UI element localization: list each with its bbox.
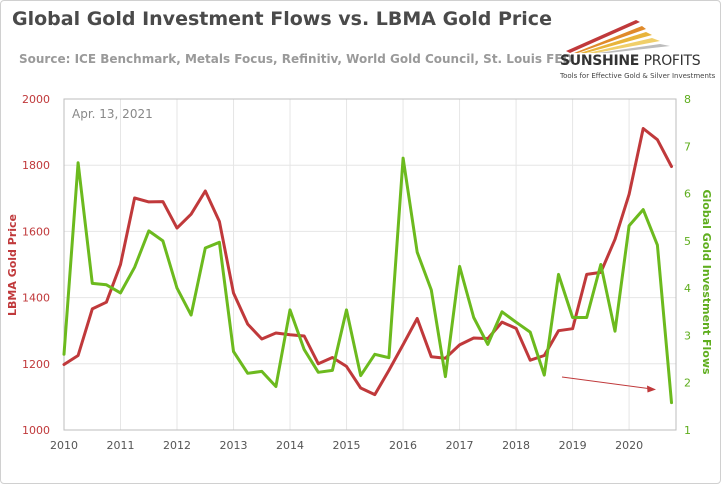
x-tick-label: 2014 [276, 439, 304, 452]
logo-tagline: Tools for Effective Gold & Silver Invest… [560, 72, 716, 80]
investment-flows-line [62, 156, 673, 405]
y-right-tick-label: 8 [684, 93, 691, 106]
logo-name-sunshine: SUNSHINE [560, 53, 640, 69]
y-left-tick-label: 2000 [22, 93, 50, 106]
plot-border [63, 98, 677, 431]
y-left-tick-label: 1400 [22, 292, 50, 305]
y-right-tick-label: 5 [684, 235, 691, 248]
x-tick-label: 2019 [559, 439, 587, 452]
y-right-tick-label: 4 [684, 282, 691, 295]
logo-name: SUNSHINE PROFITS [560, 53, 701, 69]
x-tick-label: 2010 [50, 439, 78, 452]
x-tick-label: 2013 [220, 439, 248, 452]
y-axis-label-left: LBMA Gold Price [6, 214, 19, 316]
y-left-tick-label: 1000 [22, 424, 50, 437]
x-tick-label: 2017 [446, 439, 474, 452]
sunshine-profits-logo: SUNSHINE PROFITS Tools for Effective Gol… [560, 20, 715, 88]
trend-arrow [561, 376, 656, 393]
x-tick-label: 2020 [615, 439, 643, 452]
gold-price-line [62, 127, 673, 397]
y-right-tick-label: 1 [684, 424, 691, 437]
y-left-tick-label: 1200 [22, 358, 50, 371]
y-right-tick-label: 6 [684, 188, 691, 201]
x-tick-label: 2012 [163, 439, 191, 452]
x-tick-label: 2011 [107, 439, 135, 452]
x-tick-label: 2016 [389, 439, 417, 452]
chart-title: Global Gold Investment Flows vs. LBMA Go… [12, 8, 552, 30]
x-tick-label: 2018 [502, 439, 530, 452]
y-right-tick-label: 3 [684, 329, 691, 342]
y-right-tick-label: 2 [684, 377, 691, 390]
logo-sunburst-icon [566, 20, 670, 53]
x-tick-label: 2015 [333, 439, 361, 452]
logo-name-profits: PROFITS [643, 53, 701, 69]
y-left-tick-label: 1600 [22, 225, 50, 238]
y-axis-label-right: Global Gold Investment Flows [700, 189, 713, 375]
chart-subtitle: Source: ICE Benchmark, Metals Focus, Ref… [19, 52, 573, 66]
x-axis-ticks: 2010 2011 2012 2013 2014 2015 2016 2017 2018 2019… [50, 439, 643, 452]
date-annotation: Apr. 13, 2021 [72, 107, 153, 121]
series-lines [62, 127, 673, 405]
right-axis-ticks: 1 2 3 4 5 6 7 8 [684, 93, 691, 437]
y-right-tick-label: 7 [684, 140, 691, 153]
y-left-tick-label: 1800 [22, 159, 50, 172]
left-axis-ticks: 1000 1200 1400 1600 1800 2000 [22, 93, 50, 437]
